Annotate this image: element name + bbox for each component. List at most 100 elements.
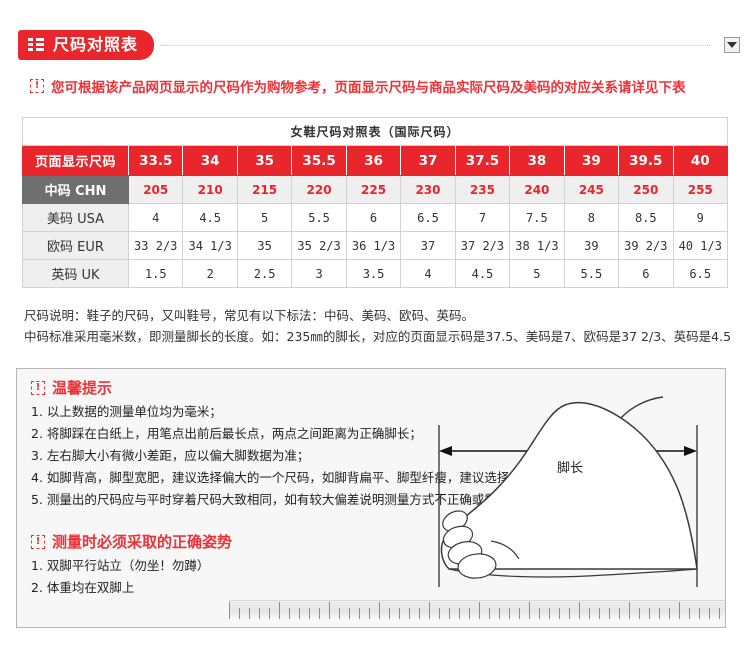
cell-chn: 210 [182, 175, 238, 204]
cell-page-size: 35 [236, 145, 293, 176]
posture-list: 1. 双脚平行站立（勿坐！勿蹲） 2. 体重均在双脚上 [31, 555, 209, 599]
cell-eur: 34 1/3 [182, 231, 238, 260]
header-divider [160, 45, 710, 47]
tips-title: ! 温馨提示 [31, 377, 112, 398]
row-label-uk: 英码 UK [22, 259, 129, 288]
table-row-uk: 英码 UK 1.5 2 2.5 3 3.5 4 4.5 5 5.5 6 6.5 [22, 259, 729, 288]
cell-usa: 4.5 [182, 203, 238, 232]
cell-page-size: 35.5 [291, 145, 347, 176]
list-item: 1. 以上数据的测量单位均为毫米； [31, 404, 222, 419]
cell-eur: 35 [236, 231, 293, 260]
table-row-eur: 欧码 EUR 33 2/3 34 1/3 35 35 2/3 36 1/3 37… [22, 231, 729, 260]
ruler-major-ticks [229, 602, 725, 619]
cell-eur: 33 2/3 [127, 231, 184, 260]
posture-title: ! 测量时必须采取的正确姿势 [31, 531, 232, 552]
cell-uk: 4.5 [454, 259, 511, 288]
chevron-down-glyph [727, 42, 737, 48]
cell-chn: 240 [509, 175, 565, 204]
cell-usa: 6.5 [400, 203, 456, 232]
cell-chn: 220 [291, 175, 347, 204]
chevron-down-icon[interactable] [724, 37, 740, 53]
cell-chn: 215 [236, 175, 293, 204]
cell-usa: 4 [127, 203, 184, 232]
cell-usa: 5.5 [291, 203, 347, 232]
cell-eur: 39 [563, 231, 620, 260]
cell-page-size: 37 [400, 145, 456, 176]
section-header: 尺码对照表 [0, 30, 750, 60]
cell-chn: 255 [672, 175, 729, 204]
cell-usa: 6 [345, 203, 402, 232]
table-title: 女鞋尺码对照表（国际尺码） [22, 117, 728, 146]
cell-uk: 4 [400, 259, 456, 288]
cell-eur: 35 2/3 [291, 231, 347, 260]
cell-eur: 37 [400, 231, 456, 260]
list-item: 1. 双脚平行站立（勿坐！勿蹲） [31, 558, 210, 573]
cell-page-size: 37.5 [454, 145, 511, 176]
list-item: 3. 左右脚大小有微小差距，应以偏大脚数据为准； [31, 448, 310, 463]
cell-page-size: 38 [509, 145, 565, 176]
section-title-label: 尺码对照表 [53, 35, 139, 54]
notice-banner: ! 您可根据该产品网页显示的尺码作为购物参考，页面显示尺码与商品实际尺码及美码的… [30, 76, 686, 96]
section-title-tab[interactable]: 尺码对照表 [18, 30, 155, 60]
warning-icon: ! [31, 380, 45, 395]
grid-icon [28, 37, 44, 53]
cell-usa: 7.5 [509, 203, 565, 232]
cell-eur: 39 2/3 [618, 231, 674, 260]
tips-list: 1. 以上数据的测量单位均为毫米； 2. 将脚踩在白纸上，用笔点出前后最长点，两… [31, 401, 597, 511]
cell-uk: 6.5 [672, 259, 729, 288]
ruler-icon [229, 600, 725, 619]
cell-chn: 235 [454, 175, 511, 204]
list-item: 5. 测量出的尺码应与平时穿着尺码大致相同，如有较大偏差说明测量方式不正确或数据… [31, 492, 572, 507]
cell-usa: 5 [236, 203, 293, 232]
note-line-2: 中码标准采用毫米数，即测量脚长的长度。如：235㎜的脚长，对应的页面显示码是37… [24, 329, 732, 344]
list-item: 4. 如脚背高，脚型宽肥，建议选择偏大的一个尺码，如脚背扁平、脚型纤瘦，建议选择… [31, 470, 597, 485]
table-row-page-size: 页面显示尺码 33.5 34 35 35.5 36 37 37.5 38 39 … [22, 145, 729, 176]
table-title-row: 女鞋尺码对照表（国际尺码） [22, 117, 728, 146]
row-label-chn: 中码 CHN [22, 175, 129, 204]
cell-page-size: 36 [345, 145, 402, 176]
foot-measurement-diagram: 脚长 [425, 391, 725, 627]
note-line-1: 尺码说明：鞋子的尺码，又叫鞋号，常见有以下标法：中码、美码、欧码、英码。 [24, 308, 475, 323]
cell-uk: 5 [509, 259, 565, 288]
cell-uk: 3 [291, 259, 347, 288]
list-item: 2. 体重均在双脚上 [31, 580, 135, 595]
size-conversion-table: 女鞋尺码对照表（国际尺码） 页面显示尺码 33.5 34 35 35.5 36 … [22, 117, 729, 288]
cell-usa: 9 [672, 203, 729, 232]
cell-usa: 8.5 [618, 203, 674, 232]
posture-title-label: 测量时必须采取的正确姿势 [52, 533, 233, 551]
list-item: 2. 将脚踩在白纸上，用笔点出前后最长点，两点之间距离为正确脚长； [31, 426, 422, 441]
cell-page-size: 39.5 [618, 145, 674, 176]
cell-chn: 205 [127, 175, 184, 204]
cell-chn: 225 [345, 175, 402, 204]
cell-uk: 5.5 [563, 259, 620, 288]
warning-icon: ! [30, 79, 44, 93]
cell-uk: 2.5 [236, 259, 293, 288]
cell-uk: 2 [182, 259, 238, 288]
cell-chn: 250 [618, 175, 674, 204]
cell-usa: 7 [454, 203, 511, 232]
cell-chn: 245 [563, 175, 620, 204]
cell-usa: 8 [563, 203, 620, 232]
table-row-chn: 中码 CHN 205 210 215 220 225 230 235 240 2… [22, 175, 729, 204]
tips-panel: ! 温馨提示 1. 以上数据的测量单位均为毫米； 2. 将脚踩在白纸上，用笔点出… [16, 368, 726, 628]
cell-eur: 37 2/3 [454, 231, 511, 260]
table-row-usa: 美码 USA 4 4.5 5 5.5 6 6.5 7 7.5 8 8.5 9 [22, 203, 729, 232]
cell-uk: 6 [618, 259, 674, 288]
row-label-usa: 美码 USA [22, 203, 129, 232]
size-notes: 尺码说明：鞋子的尺码，又叫鞋号，常见有以下标法：中码、美码、欧码、英码。 中码标… [24, 305, 732, 347]
foot-side-view-icon [438, 396, 698, 587]
cell-page-size: 39 [563, 145, 620, 176]
row-label-eur: 欧码 EUR [22, 231, 129, 260]
foot-length-label: 脚长 [557, 461, 584, 476]
cell-uk: 1.5 [127, 259, 184, 288]
cell-eur: 40 1/3 [672, 231, 729, 260]
notice-text: 您可根据该产品网页显示的尺码作为购物参考，页面显示尺码与商品实际尺码及美码的对应… [51, 80, 686, 96]
cell-uk: 3.5 [345, 259, 402, 288]
warning-icon: ! [31, 534, 45, 549]
cell-eur: 36 1/3 [345, 231, 402, 260]
cell-page-size: 40 [672, 145, 729, 176]
cell-eur: 38 1/3 [509, 231, 565, 260]
tips-title-label: 温馨提示 [52, 379, 113, 397]
cell-page-size: 34 [182, 145, 238, 176]
cell-page-size: 33.5 [127, 145, 184, 176]
